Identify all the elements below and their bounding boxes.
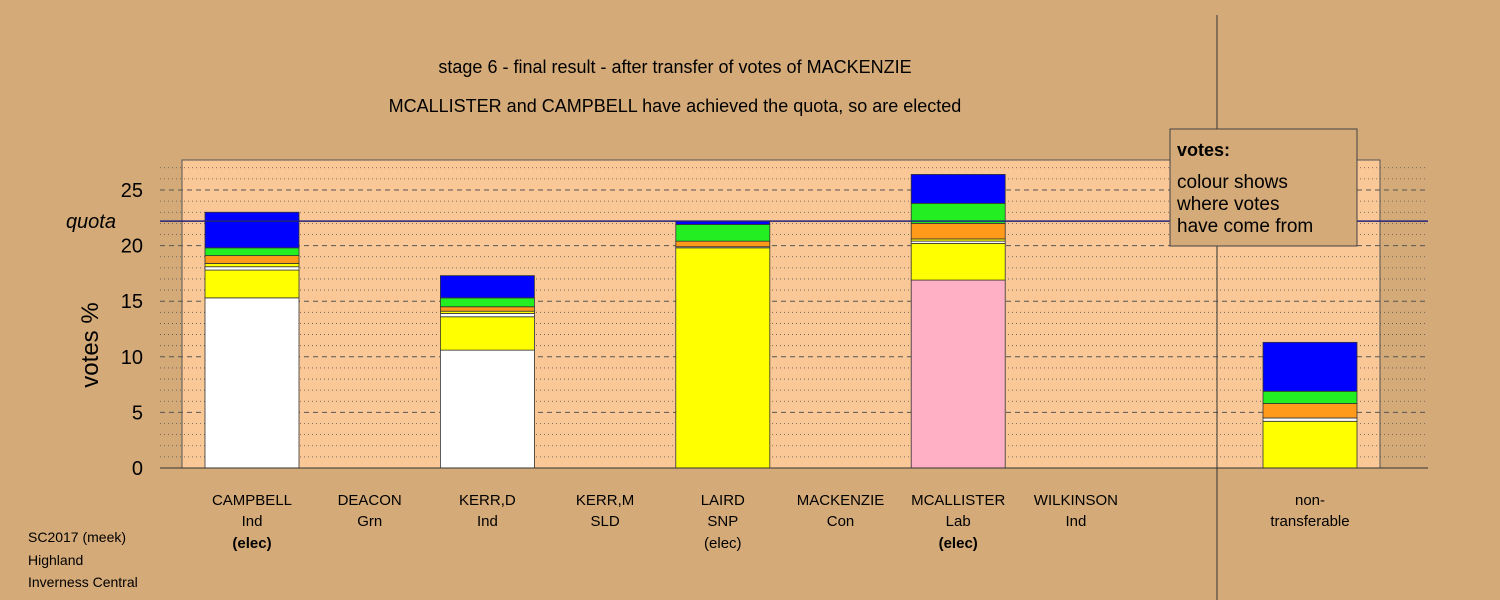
bar-kerr-d-segment [439, 297, 535, 308]
bar-nontransferable-segment [1262, 341, 1358, 392]
x-label-status: (elec) [704, 535, 742, 552]
legend-line-3: have come from [1177, 216, 1313, 237]
y-tick-label: 15 [121, 291, 143, 313]
quota-label: quota [66, 211, 116, 233]
bar-mcallister-segment [910, 174, 1006, 204]
chart-subtitle: MCALLISTER and CAMPBELL have achieved th… [389, 96, 962, 116]
x-label-name: DEACON [338, 492, 402, 509]
x-axis-labels: CAMPBELL Ind (elec) DEACON Grn KERR,D Ind KERR,… [212, 492, 1118, 552]
x-label-party: SLD [591, 513, 620, 530]
x-label-party: SNP [707, 513, 738, 530]
x-label-name: LAIRD [701, 492, 745, 509]
chart-title: stage 6 - final result - after transfer … [438, 57, 911, 77]
bar-campbell-segment [204, 297, 300, 469]
x-label-party: Con [827, 513, 855, 530]
x-label-party: Ind [477, 513, 498, 530]
bar-laird-segment [675, 240, 771, 248]
x-label-party: Grn [357, 513, 382, 530]
bar-laird-segment [675, 247, 771, 469]
legend-line-2: where votes [1176, 194, 1279, 215]
x-label-name: KERR,D [459, 492, 516, 509]
bar-nontransferable-segment [1262, 417, 1358, 422]
footer-line-3: Inverness Central [28, 574, 138, 590]
bar-nontransferable-segment [1262, 403, 1358, 419]
bar-campbell-segment [204, 266, 300, 271]
legend-box [1169, 128, 1358, 247]
footer-line-1: SC2017 (meek) [28, 529, 126, 545]
bar-kerr-d-segment [439, 313, 535, 318]
x-label-name: CAMPBELL [212, 492, 292, 509]
bars [204, 174, 1358, 469]
y-tick-label: 20 [121, 236, 143, 258]
x-label-name: KERR,M [576, 492, 634, 509]
x-label-name: MACKENZIE [797, 492, 885, 509]
bar-mcallister-segment [910, 279, 1006, 469]
bar-kerr-d-segment [439, 316, 535, 351]
footer-line-2: Highland [28, 552, 83, 568]
legend-title: votes: [1177, 140, 1230, 160]
legend: votes: colour shows where votes have com… [1169, 128, 1358, 247]
y-tick-label: 10 [121, 347, 143, 369]
nontransferable-label-line-2: transferable [1270, 513, 1349, 530]
y-axis-label: votes % [77, 302, 104, 387]
y-tick-label: 25 [121, 180, 143, 202]
bar-kerr-d-segment [439, 349, 535, 469]
bar-nontransferable-segment [1262, 420, 1358, 469]
nontransferable-label-line-1: non- [1295, 492, 1325, 509]
bar-campbell-segment [204, 211, 300, 249]
bar-kerr-d-segment [439, 275, 535, 299]
x-label-name: WILKINSON [1034, 492, 1118, 509]
y-axis-ticks: 0 5 10 15 20 25 [121, 180, 143, 480]
legend-line-1: colour shows [1177, 172, 1288, 193]
bar-mcallister-segment [910, 242, 1006, 281]
bar-nontransferable-segment [1262, 390, 1358, 404]
y-tick-label: 5 [132, 402, 143, 424]
bar-kerr-d-segment [439, 306, 535, 312]
x-label-name: MCALLISTER [911, 492, 1005, 509]
bar-mcallister-segment [910, 222, 1006, 240]
bar-laird-segment [675, 224, 771, 242]
x-label-party: Ind [242, 513, 263, 530]
bar-campbell-segment [204, 255, 300, 264]
bar-campbell-segment [204, 269, 300, 299]
x-label-party: Ind [1065, 513, 1086, 530]
bar-campbell-segment [204, 247, 300, 257]
x-label-party: Lab [946, 513, 971, 530]
x-label-status: (elec) [232, 535, 271, 552]
bar-mcallister-segment [910, 202, 1006, 224]
bar-campbell-segment [204, 262, 300, 268]
y-tick-label: 0 [132, 458, 143, 480]
x-label-status: (elec) [939, 535, 978, 552]
